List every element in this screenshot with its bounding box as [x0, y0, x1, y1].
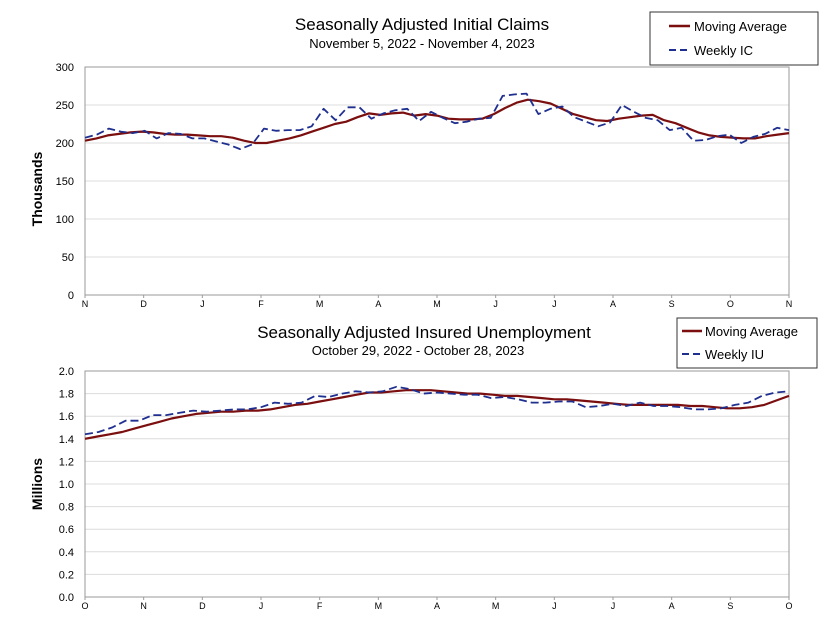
- chart1-x-tick-label: D: [140, 299, 147, 309]
- chart1-y-ticks: 0 50 100 150 200 250 300: [56, 62, 74, 302]
- chart1-x-tick-label: N: [786, 299, 793, 309]
- chart2-legend-weekly-label: Weekly IU: [705, 347, 764, 362]
- chart2-series: [84, 385, 790, 440]
- chart2-plot-area: [84, 370, 790, 598]
- chart2-y-tick-label: 0.8: [59, 502, 74, 514]
- chart2-x-tick-label: A: [669, 601, 675, 611]
- chart1-x-tick-label: A: [610, 299, 616, 309]
- chart2-y-tick-label: 2.0: [59, 366, 74, 378]
- chart1-x-tick-label: J: [552, 299, 557, 309]
- chart1-series-weekly-line: [84, 92, 790, 151]
- chart1-grid: [85, 104, 789, 258]
- chart1-x-tick-label: S: [669, 299, 675, 309]
- chart1-x-tick-label: A: [375, 299, 381, 309]
- chart1-legend-box: [649, 11, 819, 66]
- chart1-x-tick-label: F: [258, 299, 264, 309]
- chart2-y-ticks: 0.0 0.2 0.4 0.6 0.8 1.0 1.2 1.4 1.6 1.8 2.0: [59, 366, 74, 604]
- chart2-series-moving-average-line: [84, 389, 790, 440]
- chart1-y-tick-label: 150: [56, 176, 74, 188]
- chart2-x-tick-label: J: [259, 601, 264, 611]
- chart2-x-tick-label: O: [785, 601, 792, 611]
- chart2-y-tick-label: 0.2: [59, 569, 74, 581]
- chart1-title: Seasonally Adjusted Initial Claims: [295, 15, 549, 34]
- chart2-subtitle: October 29, 2022 - October 28, 2023: [312, 343, 524, 358]
- chart2-series-weekly-line: [84, 385, 790, 436]
- chart2-x-tick-label: J: [611, 601, 616, 611]
- chart1-series: [84, 92, 790, 151]
- chart2-legend-box: [676, 317, 818, 369]
- chart2-x-tick-label: F: [317, 601, 323, 611]
- chart2-y-tick-label: 1.8: [59, 389, 74, 401]
- chart2-y-label: Millions: [29, 458, 45, 510]
- chart1-x-tick-label: J: [200, 299, 205, 309]
- chart1-x-tick-label: J: [493, 299, 498, 309]
- chart2-y-tick-label: 0.0: [59, 592, 74, 604]
- chart1-y-tick-label: 200: [56, 138, 74, 150]
- chart1-legend: Moving Average Weekly IC: [649, 11, 819, 66]
- chart1-legend-weekly-label: Weekly IC: [694, 43, 753, 58]
- chart2-x-tick-label: O: [81, 601, 88, 611]
- chart1-y-tick-label: 0: [68, 290, 74, 302]
- chart1-x-tick-label: M: [433, 299, 441, 309]
- chart1-y-label: Thousands: [29, 151, 45, 226]
- chart2-title: Seasonally Adjusted Insured Unemployment: [257, 323, 591, 342]
- chart2-x-tick-label: S: [727, 601, 733, 611]
- chart2-legend: Moving Average Weekly IU: [676, 317, 818, 369]
- chart2-x-tick-label: A: [434, 601, 440, 611]
- chart2-x-tick-label: N: [140, 601, 147, 611]
- chart2-y-tick-label: 1.0: [59, 479, 74, 491]
- chart1-y-tick-label: 100: [56, 214, 74, 226]
- chart1-subtitle: November 5, 2022 - November 4, 2023: [309, 36, 534, 51]
- chart2-y-tick-label: 0.4: [59, 547, 74, 559]
- chart2-y-tick-label: 0.6: [59, 524, 74, 536]
- chart2-grid: [85, 393, 789, 575]
- chart2-y-tick-label: 1.6: [59, 411, 74, 423]
- chart2-x-tick-label: M: [375, 601, 383, 611]
- chart1-x-tick-label: N: [82, 299, 89, 309]
- chart1-y-tick-label: 50: [62, 252, 74, 264]
- chart1-x-tick-label: O: [727, 299, 734, 309]
- chart2-legend-ma-label: Moving Average: [705, 324, 798, 339]
- chart1-plot-area: [84, 66, 790, 296]
- chart2-x-tick-label: D: [199, 601, 206, 611]
- chart1-y-tick-label: 300: [56, 62, 74, 74]
- chart1-series-moving-average-line: [84, 98, 790, 145]
- insured-unemployment-chart: Seasonally Adjusted Insured Unemployment…: [29, 317, 818, 611]
- chart1-legend-ma-label: Moving Average: [694, 19, 787, 34]
- chart1-y-tick-label: 250: [56, 100, 74, 112]
- chart1-x-tick-label: M: [316, 299, 324, 309]
- chart2-x-tick-label: J: [552, 601, 557, 611]
- chart2-x-tick-label: M: [492, 601, 500, 611]
- initial-claims-chart: Seasonally Adjusted Initial Claims Novem…: [29, 11, 819, 309]
- chart2-y-tick-label: 1.4: [59, 434, 74, 446]
- chart2-y-tick-label: 1.2: [59, 456, 74, 468]
